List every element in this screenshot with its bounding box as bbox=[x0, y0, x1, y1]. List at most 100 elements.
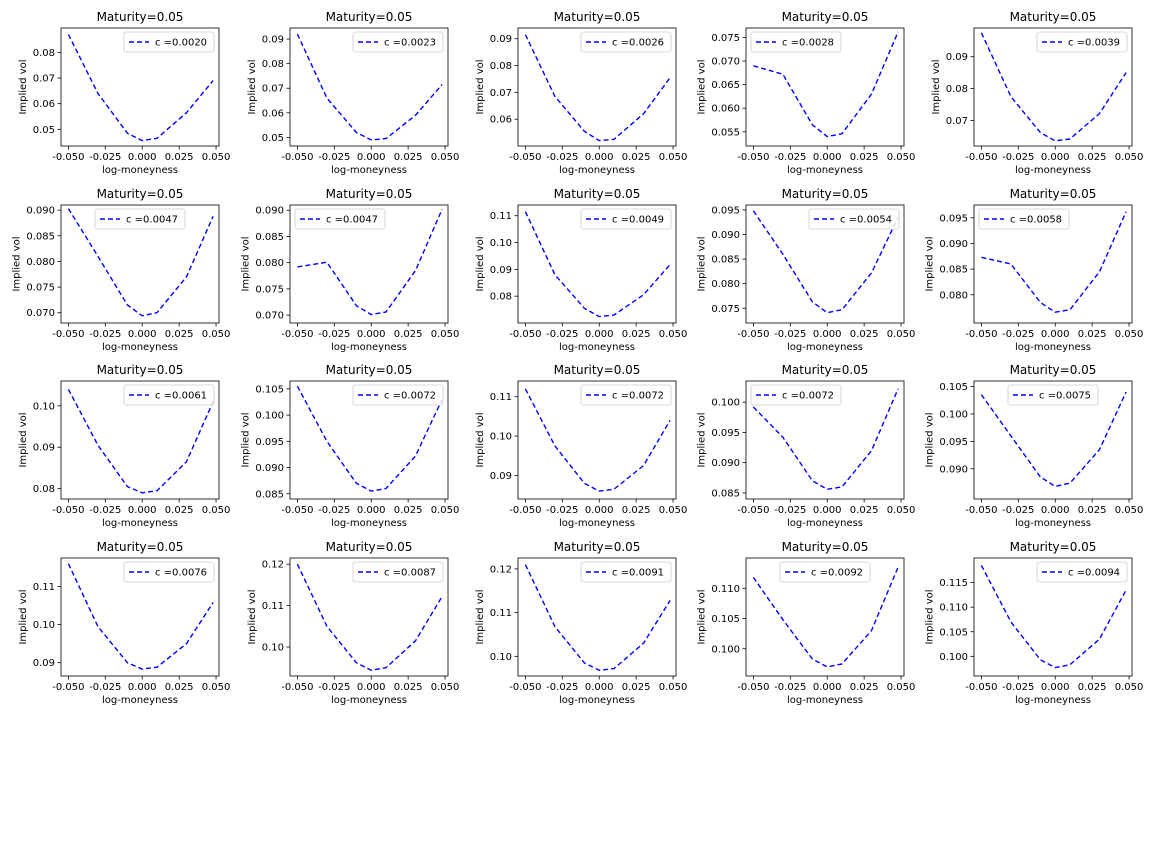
x-tick-label: -0.025 bbox=[1002, 152, 1034, 163]
legend-entry: c =0.0054 bbox=[840, 215, 892, 226]
x-tick-label: 0.025 bbox=[1078, 505, 1107, 516]
series-line bbox=[980, 391, 1127, 488]
x-tick-label: -0.025 bbox=[89, 329, 121, 340]
y-tick-label: 0.080 bbox=[939, 290, 968, 301]
legend: c =0.0076 bbox=[123, 561, 215, 583]
x-tick-label: -0.025 bbox=[774, 505, 806, 516]
y-axis-label: Implied vol bbox=[925, 236, 936, 291]
subplot-13: Maturity=0.05 -0.050 -0.025 0.000 0.025 0.050… bbox=[475, 363, 688, 529]
y-tick-label: 0.085 bbox=[939, 265, 968, 276]
x-axis-label: log-moneyness bbox=[559, 165, 635, 176]
x-tick-label: -0.050 bbox=[965, 682, 997, 693]
x-axis-label: log-moneyness bbox=[102, 165, 178, 176]
axes-frame bbox=[745, 557, 905, 677]
x-tick-label: 0.050 bbox=[659, 152, 688, 163]
x-tick-label: 0.050 bbox=[431, 329, 460, 340]
x-tick-label: -0.025 bbox=[318, 682, 350, 693]
subplot-17: Maturity=0.05 -0.050 -0.025 0.000 0.025 0.050… bbox=[247, 540, 460, 706]
legend-box bbox=[750, 384, 842, 406]
legend: c =0.0039 bbox=[1036, 31, 1128, 53]
legend: c =0.0061 bbox=[123, 384, 215, 406]
legend: c =0.0091 bbox=[580, 561, 672, 583]
subplot-12: Maturity=0.05 -0.050 -0.025 0.000 0.025 0.050… bbox=[241, 363, 460, 529]
x-axis-label: log-moneyness bbox=[1015, 165, 1091, 176]
y-tick-label: 0.09 bbox=[490, 34, 512, 45]
subplot-8: Maturity=0.05 -0.050 -0.025 0.000 0.025 0.050… bbox=[475, 187, 688, 353]
x-tick-label: -0.025 bbox=[1002, 505, 1034, 516]
x-tick-label: -0.050 bbox=[281, 329, 313, 340]
x-tick-label: 0.025 bbox=[394, 682, 423, 693]
y-tick-label: 0.10 bbox=[490, 238, 512, 249]
subplot-title: Maturity=0.05 bbox=[1010, 363, 1097, 377]
legend-entry: c =0.0028 bbox=[782, 38, 834, 49]
legend-box bbox=[580, 31, 672, 53]
series-line bbox=[752, 388, 899, 490]
x-tick-label: 0.025 bbox=[622, 682, 651, 693]
y-tick-label: 0.11 bbox=[490, 211, 512, 222]
y-axis-label: Implied vol bbox=[925, 412, 936, 467]
subplot-16: Maturity=0.05 -0.050 -0.025 0.000 0.025 0.050… bbox=[18, 540, 231, 706]
subplot-9: Maturity=0.05 -0.050 -0.025 0.000 0.025 0.050… bbox=[697, 187, 916, 353]
y-tick-label: 0.07 bbox=[262, 84, 284, 95]
y-axis-label: Implied vol bbox=[697, 236, 708, 291]
subplot-title: Maturity=0.05 bbox=[1010, 187, 1097, 201]
subplot-title: Maturity=0.05 bbox=[1010, 540, 1097, 554]
legend-box bbox=[123, 31, 215, 53]
x-tick-label: 0.000 bbox=[1041, 152, 1070, 163]
x-tick-label: 0.000 bbox=[128, 152, 157, 163]
axes-frame bbox=[517, 204, 677, 324]
subplot-title: Maturity=0.05 bbox=[782, 187, 869, 201]
y-tick-label: 0.100 bbox=[939, 409, 968, 420]
legend-box bbox=[1036, 31, 1128, 53]
x-axis-label: log-moneyness bbox=[787, 518, 863, 529]
y-tick-label: 0.11 bbox=[490, 392, 512, 403]
y-tick-label: 0.070 bbox=[26, 308, 55, 319]
x-tick-label: -0.050 bbox=[737, 152, 769, 163]
x-tick-label: 0.050 bbox=[887, 329, 916, 340]
legend: c =0.0023 bbox=[352, 31, 444, 53]
legend-box bbox=[294, 208, 386, 230]
x-tick-label: -0.050 bbox=[281, 505, 313, 516]
x-tick-label: 0.025 bbox=[622, 152, 651, 163]
y-tick-label: 0.09 bbox=[946, 52, 968, 63]
x-tick-label: -0.025 bbox=[89, 152, 121, 163]
x-tick-label: -0.025 bbox=[318, 329, 350, 340]
series-line bbox=[524, 211, 671, 318]
x-tick-label: 0.025 bbox=[850, 505, 879, 516]
y-tick-label: 0.090 bbox=[939, 464, 968, 475]
x-tick-label: 0.000 bbox=[128, 682, 157, 693]
y-tick-label: 0.05 bbox=[262, 133, 284, 144]
x-tick-label: 0.050 bbox=[659, 682, 688, 693]
y-tick-label: 0.065 bbox=[711, 80, 740, 91]
subplot-3: Maturity=0.05 -0.050 -0.025 0.000 0.025 0.050… bbox=[475, 10, 688, 176]
axes-frame bbox=[289, 557, 449, 677]
series-line bbox=[296, 33, 443, 141]
y-tick-label: 0.095 bbox=[939, 213, 968, 224]
series-line bbox=[67, 208, 214, 317]
axes-frame bbox=[517, 557, 677, 677]
y-tick-label: 0.090 bbox=[711, 458, 740, 469]
legend-entry: c =0.0020 bbox=[155, 38, 207, 49]
y-tick-label: 0.085 bbox=[711, 488, 740, 499]
x-tick-label: -0.025 bbox=[318, 505, 350, 516]
legend-box bbox=[1036, 561, 1128, 583]
subplot-title: Maturity=0.05 bbox=[554, 10, 641, 24]
x-tick-label: 0.025 bbox=[850, 329, 879, 340]
y-tick-label: 0.10 bbox=[490, 432, 512, 443]
x-tick-label: 0.000 bbox=[1041, 505, 1070, 516]
x-tick-label: 0.000 bbox=[357, 505, 386, 516]
y-axis-label: Implied vol bbox=[697, 589, 708, 644]
legend: c =0.0072 bbox=[580, 384, 672, 406]
x-axis-label: log-moneyness bbox=[559, 695, 635, 706]
legend: c =0.0028 bbox=[750, 31, 842, 53]
series-line bbox=[67, 388, 214, 494]
y-tick-label: 0.08 bbox=[262, 59, 284, 70]
y-tick-label: 0.06 bbox=[33, 99, 55, 110]
x-tick-label: 0.050 bbox=[431, 152, 460, 163]
subplot-title: Maturity=0.05 bbox=[554, 363, 641, 377]
legend-entry: c =0.0061 bbox=[155, 391, 207, 402]
legend-box bbox=[123, 384, 215, 406]
legend: c =0.0092 bbox=[779, 561, 871, 583]
legend-box bbox=[352, 384, 444, 406]
legend-entry: c =0.0091 bbox=[612, 568, 664, 579]
